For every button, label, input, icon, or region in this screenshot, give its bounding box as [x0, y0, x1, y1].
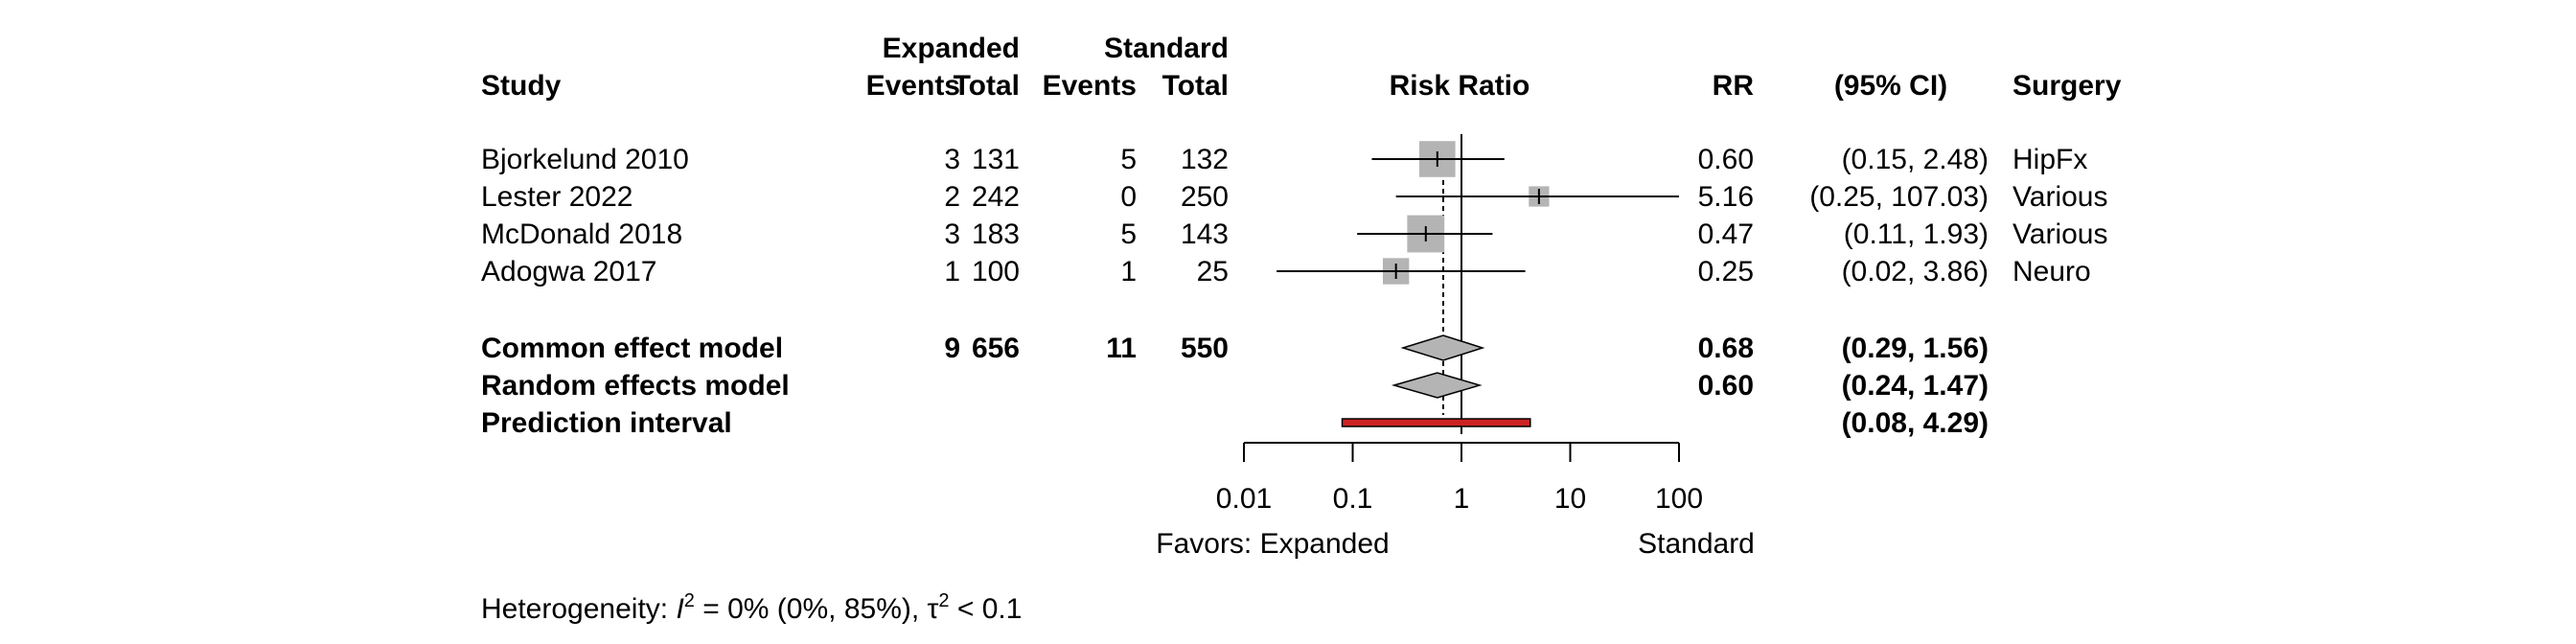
study-events-2: 0	[1120, 181, 1137, 213]
study-events-2: 5	[1120, 218, 1137, 250]
pooled-total-2: 550	[1181, 333, 1229, 364]
pooled-ci: (0.29, 1.56)	[1842, 333, 1989, 364]
pooled-name: Random effects model	[481, 370, 790, 402]
prediction-ci: (0.08, 4.29)	[1842, 407, 1989, 439]
study-rr: 0.60	[1698, 144, 1754, 175]
heterogeneity-prefix: Heterogeneity:	[481, 593, 676, 625]
study-total-2: 132	[1181, 144, 1229, 175]
study-total-1: 242	[972, 181, 1020, 213]
study-total-1: 131	[972, 144, 1020, 175]
study-events-1: 2	[944, 181, 960, 213]
study-ci: (0.15, 2.48)	[1842, 144, 1989, 175]
header-rr: RR	[1713, 70, 1755, 102]
header-subgroup: Surgery	[2012, 70, 2122, 102]
study-rr: 0.47	[1698, 218, 1754, 250]
study-subgroup: HipFx	[2012, 144, 2087, 175]
header-total-1: Total	[954, 70, 1020, 102]
study-total-1: 183	[972, 218, 1020, 250]
tau-symbol: τ	[928, 593, 939, 625]
study-name: Bjorkelund 2010	[481, 144, 689, 175]
study-name: McDonald 2018	[481, 218, 682, 250]
study-total-2: 25	[1197, 256, 1229, 288]
study-events-1: 3	[944, 144, 960, 175]
pooled-events-2: 11	[1106, 333, 1137, 364]
study-ci: (0.11, 1.93)	[1844, 218, 1989, 250]
study-events-1: 3	[944, 218, 960, 250]
study-subgroup: Various	[2012, 218, 2108, 250]
header-events-1: Events	[866, 70, 960, 102]
pooled-diamond	[1400, 334, 1485, 361]
study-ci: (0.02, 3.86)	[1842, 256, 1989, 288]
study-events-2: 5	[1120, 144, 1137, 175]
header-total-2: Total	[1162, 70, 1229, 102]
prediction-name: Prediction interval	[481, 407, 732, 439]
pooled-diamond	[1391, 372, 1483, 399]
pooled-rr: 0.60	[1698, 370, 1754, 402]
pooled-events-1: 9	[944, 333, 960, 364]
x-tick-label: 1	[1454, 483, 1470, 515]
header-events-2: Events	[1043, 70, 1137, 102]
study-subgroup: Various	[2012, 181, 2108, 213]
pooled-total-1: 656	[972, 333, 1020, 364]
x-tick-label: 0.01	[1216, 483, 1272, 515]
heterogeneity-text: Heterogeneity: I2 = 0% (0%, 85%), τ2 < 0…	[481, 590, 1022, 625]
favors-right-label: Standard	[1638, 528, 1755, 560]
pooled-name: Common effect model	[481, 333, 783, 364]
study-subgroup: Neuro	[2012, 256, 2091, 288]
header-group2: Standard	[1104, 33, 1229, 64]
study-rr: 0.25	[1698, 256, 1754, 288]
prediction-bar	[1341, 418, 1531, 427]
study-events-2: 1	[1120, 256, 1137, 288]
study-ci: (0.25, 107.03)	[1809, 181, 1989, 213]
x-tick-label: 0.1	[1333, 483, 1373, 515]
i2-text: = 0% (0%, 85%),	[695, 593, 928, 625]
x-tick-label: 10	[1554, 483, 1586, 515]
i2-superscript: 2	[684, 590, 695, 611]
favors-left-label: Favors: Expanded	[1156, 528, 1389, 560]
header-group1: Expanded	[883, 33, 1020, 64]
header-effect: Risk Ratio	[1390, 70, 1530, 102]
i2-symbol: I	[676, 593, 683, 625]
header-ci: (95% CI)	[1834, 70, 1947, 102]
study-total-2: 250	[1181, 181, 1229, 213]
pooled-ci: (0.24, 1.47)	[1842, 370, 1989, 402]
study-total-1: 100	[972, 256, 1020, 288]
tau-superscript: 2	[938, 590, 949, 611]
pooled-rr: 0.68	[1698, 333, 1754, 364]
study-events-1: 1	[944, 256, 960, 288]
study-rr: 5.16	[1698, 181, 1754, 213]
x-tick-label: 100	[1655, 483, 1703, 515]
study-name: Lester 2022	[481, 181, 632, 213]
tau-text: < 0.1	[950, 593, 1023, 625]
study-total-2: 143	[1181, 218, 1229, 250]
header-study: Study	[481, 70, 562, 102]
study-name: Adogwa 2017	[481, 256, 657, 288]
